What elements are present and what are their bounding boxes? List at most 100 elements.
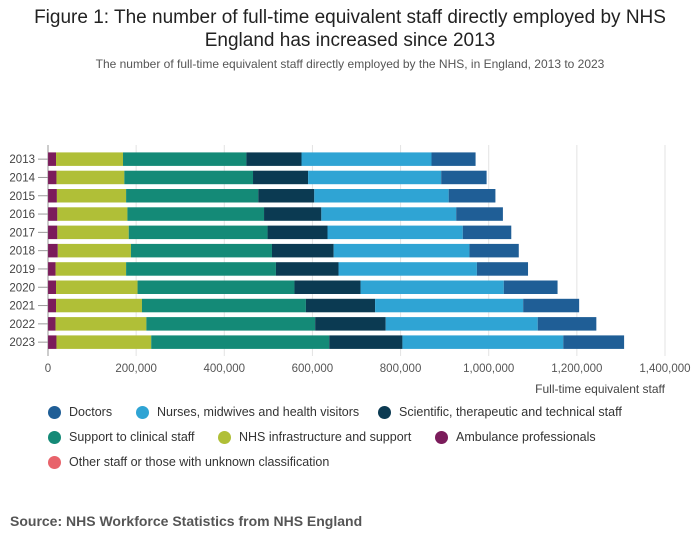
bar-segment[interactable] (48, 280, 57, 295)
bar-segment[interactable] (301, 152, 432, 166)
bar-segment[interactable] (57, 225, 129, 240)
bar-segment[interactable] (305, 298, 376, 313)
legend-item-scientific[interactable]: Scientific, therapeutic and technical st… (378, 405, 622, 419)
y-tick-label: 2022 (9, 319, 35, 331)
bar-segment[interactable] (55, 317, 147, 331)
bar-segment[interactable] (123, 152, 247, 166)
bar-segment[interactable] (523, 298, 580, 313)
bar-segment[interactable] (456, 207, 503, 221)
x-tick-label: 600,000 (292, 363, 334, 375)
legend-label: Nurses, midwives and health visitors (157, 405, 360, 419)
legend-swatch (136, 405, 149, 419)
bar-segment[interactable] (48, 225, 58, 240)
y-tick-label: 2023 (9, 337, 35, 349)
legend-swatch (48, 430, 61, 444)
y-tick-label: 2016 (9, 209, 35, 221)
bar-segment[interactable] (48, 335, 57, 349)
legend-item-other[interactable]: Other staff or those with unknown classi… (48, 455, 329, 469)
legend-swatch (218, 430, 231, 444)
bar-segment[interactable] (375, 298, 524, 313)
bar-segment[interactable] (56, 335, 152, 349)
stacked-bar-chart: 2013 2014 2015 2016 2017 2018 2019 2020 2021 2022… (9, 145, 691, 396)
bar-segment[interactable] (314, 189, 449, 203)
y-tick-label: 2013 (9, 154, 35, 166)
bar-segment[interactable] (308, 170, 442, 185)
bar-segment[interactable] (315, 317, 386, 331)
bar-segment[interactable] (48, 170, 57, 185)
bar-segment[interactable] (126, 189, 259, 203)
bar-segment[interactable] (57, 243, 131, 258)
legend-item-doctors[interactable]: Doctors (48, 405, 112, 419)
bar-segment[interactable] (469, 243, 519, 258)
y-tick-label: 2015 (9, 191, 35, 203)
bar-segment[interactable] (267, 225, 328, 240)
bar-segment[interactable] (126, 262, 276, 276)
bar-segment[interactable] (476, 262, 529, 276)
bar-segment[interactable] (127, 207, 265, 221)
bar-segment[interactable] (124, 170, 254, 185)
bar-segment[interactable] (385, 317, 538, 331)
x-tick-label: 800,000 (380, 363, 422, 375)
bar-segment[interactable] (333, 243, 470, 258)
bar-segment[interactable] (48, 152, 57, 166)
bar-segment[interactable] (360, 280, 504, 295)
bar-segment[interactable] (151, 335, 330, 349)
bar-segment[interactable] (338, 262, 477, 276)
bar-segment[interactable] (329, 335, 403, 349)
bar-segment[interactable] (56, 189, 127, 203)
x-axis-labels: 0 200,000 400,000 600,000 800,000 1,000,000 1,… (45, 363, 691, 375)
bar-segment[interactable] (537, 317, 597, 331)
legend-swatch (48, 405, 61, 419)
legend-label: Other staff or those with unknown classi… (69, 455, 330, 469)
x-axis-title: Full-time equivalent staff (535, 382, 666, 396)
bar-segment[interactable] (57, 207, 128, 221)
legend-item-infrastructure[interactable]: NHS infrastructure and support (218, 430, 411, 444)
bar-segment[interactable] (56, 280, 138, 295)
bar-segment[interactable] (56, 152, 124, 166)
bar-segment[interactable] (48, 262, 56, 276)
bar-segment[interactable] (56, 298, 142, 313)
bar-segment[interactable] (48, 189, 57, 203)
bar-segment[interactable] (48, 298, 57, 313)
bar-segment[interactable] (48, 317, 56, 331)
bar-segment[interactable] (130, 243, 272, 258)
legend-swatch (435, 430, 448, 444)
y-tick-label: 2018 (9, 246, 35, 258)
bar-segment[interactable] (321, 207, 457, 221)
source-note: Source: NHS Workforce Statistics from NH… (10, 513, 363, 529)
y-tick-label: 2019 (9, 264, 35, 276)
bar-segment[interactable] (264, 207, 322, 221)
bar-segment[interactable] (431, 152, 476, 166)
bar-segment[interactable] (503, 280, 558, 295)
y-tick-label: 2014 (9, 172, 35, 184)
bar-segment[interactable] (56, 170, 125, 185)
legend-item-ambulance[interactable]: Ambulance professionals (435, 430, 596, 444)
bar-segment[interactable] (563, 335, 625, 349)
legend-item-nurses[interactable]: Nurses, midwives and health visitors (136, 405, 359, 419)
bar-segment[interactable] (275, 262, 339, 276)
bar-segment[interactable] (448, 189, 496, 203)
y-axis-labels: 2013 2014 2015 2016 2017 2018 2019 2020 2021 2022… (9, 154, 48, 349)
bar-segment[interactable] (327, 225, 463, 240)
chart-title: Figure 1: The number of full-time equiva… (34, 7, 666, 51)
bar-segment[interactable] (48, 243, 58, 258)
y-tick-label: 2017 (9, 227, 35, 239)
bar-segment[interactable] (55, 262, 127, 276)
bar-segment[interactable] (402, 335, 564, 349)
bar-segment[interactable] (294, 280, 361, 295)
bar-segment[interactable] (137, 280, 295, 295)
bar-segment[interactable] (146, 317, 316, 331)
bar-segment[interactable] (258, 189, 315, 203)
legend-label: Doctors (69, 405, 113, 419)
bar-segment[interactable] (441, 170, 487, 185)
bar-segment[interactable] (253, 170, 309, 185)
bar-segment[interactable] (271, 243, 334, 258)
bar-segment[interactable] (141, 298, 306, 313)
x-tick-label: 400,000 (203, 363, 245, 375)
bar-segment[interactable] (48, 207, 58, 221)
x-tick-label: 1,000,000 (463, 363, 514, 375)
bar-segment[interactable] (246, 152, 302, 166)
legend-item-support-clinical[interactable]: Support to clinical staff (48, 430, 195, 444)
bar-segment[interactable] (462, 225, 512, 240)
bar-segment[interactable] (128, 225, 268, 240)
